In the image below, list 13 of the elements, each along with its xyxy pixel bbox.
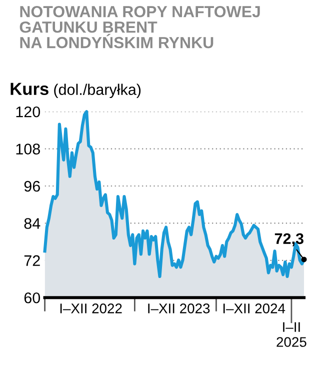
x-tick-label: I–XII 2024: [223, 304, 286, 314]
y-tick-label: 96: [24, 180, 40, 192]
data-label: 72,3: [274, 233, 304, 246]
y-tick-label: 108: [16, 144, 40, 154]
x-tick-label: I–XII 2023: [148, 304, 210, 314]
y-axis-title: Kurs (dol./baryłka): [10, 82, 141, 98]
y-tick-label: 60: [24, 292, 40, 304]
y-tick-label: 72: [24, 255, 40, 266]
x-tick-label: I–II 2025: [276, 322, 306, 347]
x-tick-label: I–XII 2022: [60, 304, 122, 314]
y-tick-label: 120: [16, 106, 40, 118]
chart-title: NOTOWANIA ROPY NAFTOWEJ GATUNKU BRENT NA LONDYŃSKIM RYNKU: [20, 6, 260, 48]
y-tick-label: 84: [24, 218, 40, 229]
